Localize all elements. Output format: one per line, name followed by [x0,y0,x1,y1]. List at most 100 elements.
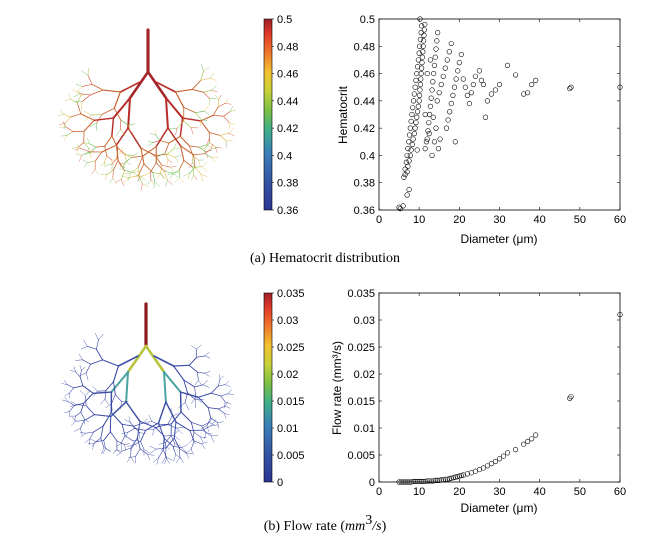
data-point-b [512,447,519,453]
tree-a-segment [169,166,175,172]
data-point-b [416,478,422,485]
tree-b-segment [102,359,119,367]
tree-a-segment [191,79,202,90]
data-point-a [416,50,422,56]
tree-a-segment [104,162,106,168]
tree-b-segment [204,432,207,439]
tree-a-segment [195,110,205,113]
tree-b-segment [73,385,84,389]
tree-b-segment [82,359,91,365]
tree-a-segment [215,147,222,149]
tree-a-segment [91,169,96,175]
tree-a-segment [139,175,146,181]
x-tick-label-b: 50 [574,486,586,498]
tree-b-segment [93,391,98,397]
tree-a-segment [112,169,114,179]
tree-b-segment [184,392,188,403]
colorbar-b-tick-label: 0 [277,477,283,489]
tree-a-segment [63,122,66,130]
scatter-hematocrit-vs-diameter: 0 10 20 30 40 50 60 0.36 0.38 0.4 0.42 0.44 0.46 0.48… [336,14,626,246]
tree-b-segment [113,381,116,395]
x-axis-label-a: Diameter (μm) [461,232,538,246]
tree-b-segment [85,390,91,397]
x-tick-label-b: 30 [493,486,505,498]
tree-a-segment [218,94,222,100]
tree-b-segment [120,435,126,444]
tree-b-segment [210,435,215,443]
tree-b-segment [200,436,207,438]
tree-a-segment [183,160,194,168]
colorbar-b-tick-label: 0.025 [277,342,305,354]
data-point-b [446,476,452,482]
tree-a-segment [83,162,88,168]
tree-b-segment [185,449,192,454]
tree-b-segment [184,402,190,410]
tree-b-segment [155,424,169,428]
data-point-a [437,136,443,142]
tree-b-segment [125,371,129,403]
data-point-b [484,463,491,469]
tree-a-segment [90,114,103,116]
tree-b-segment [76,404,87,406]
tree-a-segment [82,84,93,87]
tree-b-segment [100,437,105,448]
colorbar-a-tick-label: 0.36 [277,205,298,217]
tree-a-segment [155,81,177,93]
data-point-a [450,92,456,98]
data-point-a [409,111,415,118]
tree-b-segment [64,396,69,402]
tree-a-segment [101,144,117,153]
tree-a-segment [175,128,178,136]
data-point-a [427,57,434,63]
tree-b-segment [105,403,112,408]
tree-a-segment [77,102,82,115]
colorbar-b: 0.035 0.03 0.025 0.02 0.015 0.01 0.005 0 [263,288,305,489]
tree-b-segment [117,355,139,367]
tree-a-segment [167,173,174,175]
tree-b-segment [103,447,111,452]
tree-a-segment [150,180,155,186]
tree-a-segment [64,99,71,101]
tree-b-segment [79,390,86,397]
tree-a-segment [76,147,79,154]
tree-a-segment [137,167,141,177]
data-point-a [406,139,412,145]
tree-b-segment [173,365,185,381]
data-point-a [478,77,485,83]
tree-b-segment [220,393,229,397]
tree-a-segment [205,150,212,152]
tree-b-segment [89,431,95,440]
tree-a-segment [104,155,108,163]
tree-a-segment [104,174,107,181]
data-point-b [420,478,426,485]
data-point-a [417,36,423,43]
tree-a-segment [128,123,136,126]
x-tick-label-b: 20 [453,486,465,498]
tree-a-segment [81,94,91,102]
tree-b-segment [93,425,104,433]
tree-a-segment [154,181,160,187]
data-point-a [412,125,418,131]
data-point-a [480,81,487,88]
tree-b-segment [79,370,82,378]
tree-b-segment [190,421,195,433]
tree-a-segment [132,155,138,160]
tree-a-segment [169,166,177,168]
tree-a-segment [192,167,194,176]
tree-b-segment [196,344,202,350]
data-point-a [430,79,436,85]
tree-b-segment [202,429,212,436]
tree-a-segment [167,127,182,147]
tree-a-segment [191,89,204,93]
tree-a-segment [111,117,115,137]
tree-a-segment [111,157,118,165]
tree-b-segment [156,447,167,450]
tree-b-segment [95,440,104,443]
data-point-a [417,16,423,22]
tree-a-segment [62,121,66,128]
data-point-a [434,38,440,44]
tree-b-segment [80,433,87,437]
tree-b-segment [224,413,227,419]
tree-b-segment [195,397,202,403]
tree-a-segment [209,78,217,81]
